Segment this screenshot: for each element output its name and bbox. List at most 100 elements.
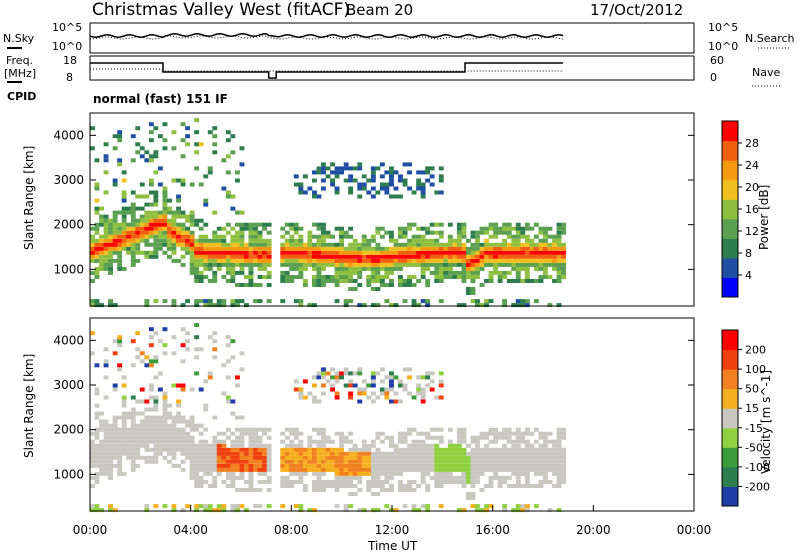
- velocity-cell: [398, 383, 403, 388]
- power-cell: [94, 299, 100, 304]
- velocity-colorbar-tick-label: 100: [745, 363, 766, 376]
- power-colorbar-tick-label: 24: [745, 159, 759, 172]
- power-cell: [298, 238, 304, 243]
- velocity-cell: [370, 492, 376, 496]
- velocity-cell: [298, 391, 304, 396]
- velocity-cell: [225, 451, 231, 456]
- power-cell: [461, 230, 467, 235]
- velocity-cell: [171, 351, 177, 356]
- power-cell: [280, 299, 286, 304]
- power-cell: [361, 234, 367, 239]
- velocity-cell: [216, 504, 222, 509]
- power-cell: [90, 254, 95, 259]
- velocity-cell: [239, 463, 245, 468]
- power-cell: [312, 246, 317, 251]
- velocity-cell: [407, 463, 412, 468]
- velocity-cell: [402, 459, 408, 464]
- velocity-cell: [221, 391, 227, 396]
- power-cell: [194, 258, 200, 263]
- power-cell: [556, 222, 562, 227]
- velocity-cell: [334, 484, 340, 488]
- velocity-cell: [348, 451, 354, 456]
- velocity-cell: [330, 367, 335, 372]
- velocity-cell: [189, 435, 195, 440]
- velocity-cell: [321, 375, 326, 380]
- velocity-cell: [538, 459, 544, 464]
- velocity-cell: [99, 451, 104, 456]
- power-cell: [556, 303, 562, 308]
- velocity-cell: [379, 451, 385, 456]
- velocity-cell: [235, 488, 240, 492]
- power-cell: [103, 190, 109, 195]
- velocity-cell: [298, 459, 304, 464]
- power-cell: [343, 178, 349, 183]
- power-cell: [153, 222, 159, 227]
- velocity-cell: [524, 508, 530, 513]
- power-cell: [144, 214, 150, 219]
- velocity-cell: [438, 427, 444, 432]
- power-cell: [411, 250, 417, 255]
- power-cell: [280, 258, 286, 263]
- power-cell: [443, 258, 449, 263]
- power-y-tick-label: 2000: [53, 218, 84, 232]
- velocity-cell: [293, 471, 299, 476]
- velocity-cell: [144, 407, 150, 412]
- power-cell: [520, 299, 526, 304]
- velocity-cell: [117, 439, 123, 444]
- power-cell: [230, 250, 236, 255]
- power-cell: [167, 238, 172, 243]
- velocity-cell: [416, 508, 422, 513]
- power-cell: [189, 238, 195, 243]
- velocity-cell: [307, 447, 313, 452]
- velocity-cell: [257, 455, 263, 460]
- power-cell: [221, 262, 227, 267]
- velocity-cell: [257, 504, 263, 509]
- velocity-cell: [402, 439, 408, 444]
- power-cell: [348, 174, 354, 179]
- velocity-cell: [357, 488, 363, 492]
- power-cell: [235, 222, 240, 227]
- power-cell: [398, 230, 403, 235]
- velocity-cell: [139, 387, 145, 392]
- power-cell: [538, 258, 544, 263]
- power-cell: [162, 122, 168, 127]
- velocity-cell: [316, 484, 322, 488]
- velocity-cell: [434, 484, 440, 488]
- velocity-cell: [103, 447, 109, 452]
- power-cell: [117, 234, 123, 239]
- velocity-cell: [529, 431, 535, 436]
- velocity-cell: [547, 463, 553, 468]
- velocity-cell: [225, 375, 231, 380]
- power-cell: [130, 258, 136, 263]
- power-cell: [425, 266, 431, 271]
- velocity-cell: [447, 427, 453, 432]
- velocity-cell: [112, 443, 118, 448]
- power-cell: [298, 275, 304, 279]
- power-cell: [316, 166, 322, 171]
- power-cell: [393, 186, 399, 191]
- power-cell: [108, 266, 113, 271]
- velocity-cell: [167, 443, 172, 448]
- velocity-cell: [502, 475, 508, 480]
- power-cell: [153, 126, 159, 131]
- velocity-cell: [121, 375, 127, 380]
- velocity-cell: [334, 391, 340, 396]
- velocity-cell: [171, 504, 177, 509]
- velocity-cell: [266, 455, 272, 460]
- velocity-cell: [456, 439, 462, 444]
- power-cell: [520, 279, 526, 283]
- power-cell: [325, 246, 331, 251]
- power-cell: [447, 266, 453, 271]
- power-cell: [452, 254, 458, 259]
- power-cell: [312, 283, 317, 287]
- power-cell: [407, 162, 412, 167]
- power-cell: [112, 230, 118, 235]
- velocity-cell: [207, 471, 213, 476]
- power-cell: [244, 262, 249, 267]
- velocity-colorbar-swatch: [722, 447, 738, 468]
- power-cell: [126, 246, 132, 251]
- power-cell: [230, 206, 236, 211]
- velocity-cell: [470, 471, 476, 476]
- velocity-cell: [198, 484, 204, 488]
- power-cell: [493, 234, 499, 239]
